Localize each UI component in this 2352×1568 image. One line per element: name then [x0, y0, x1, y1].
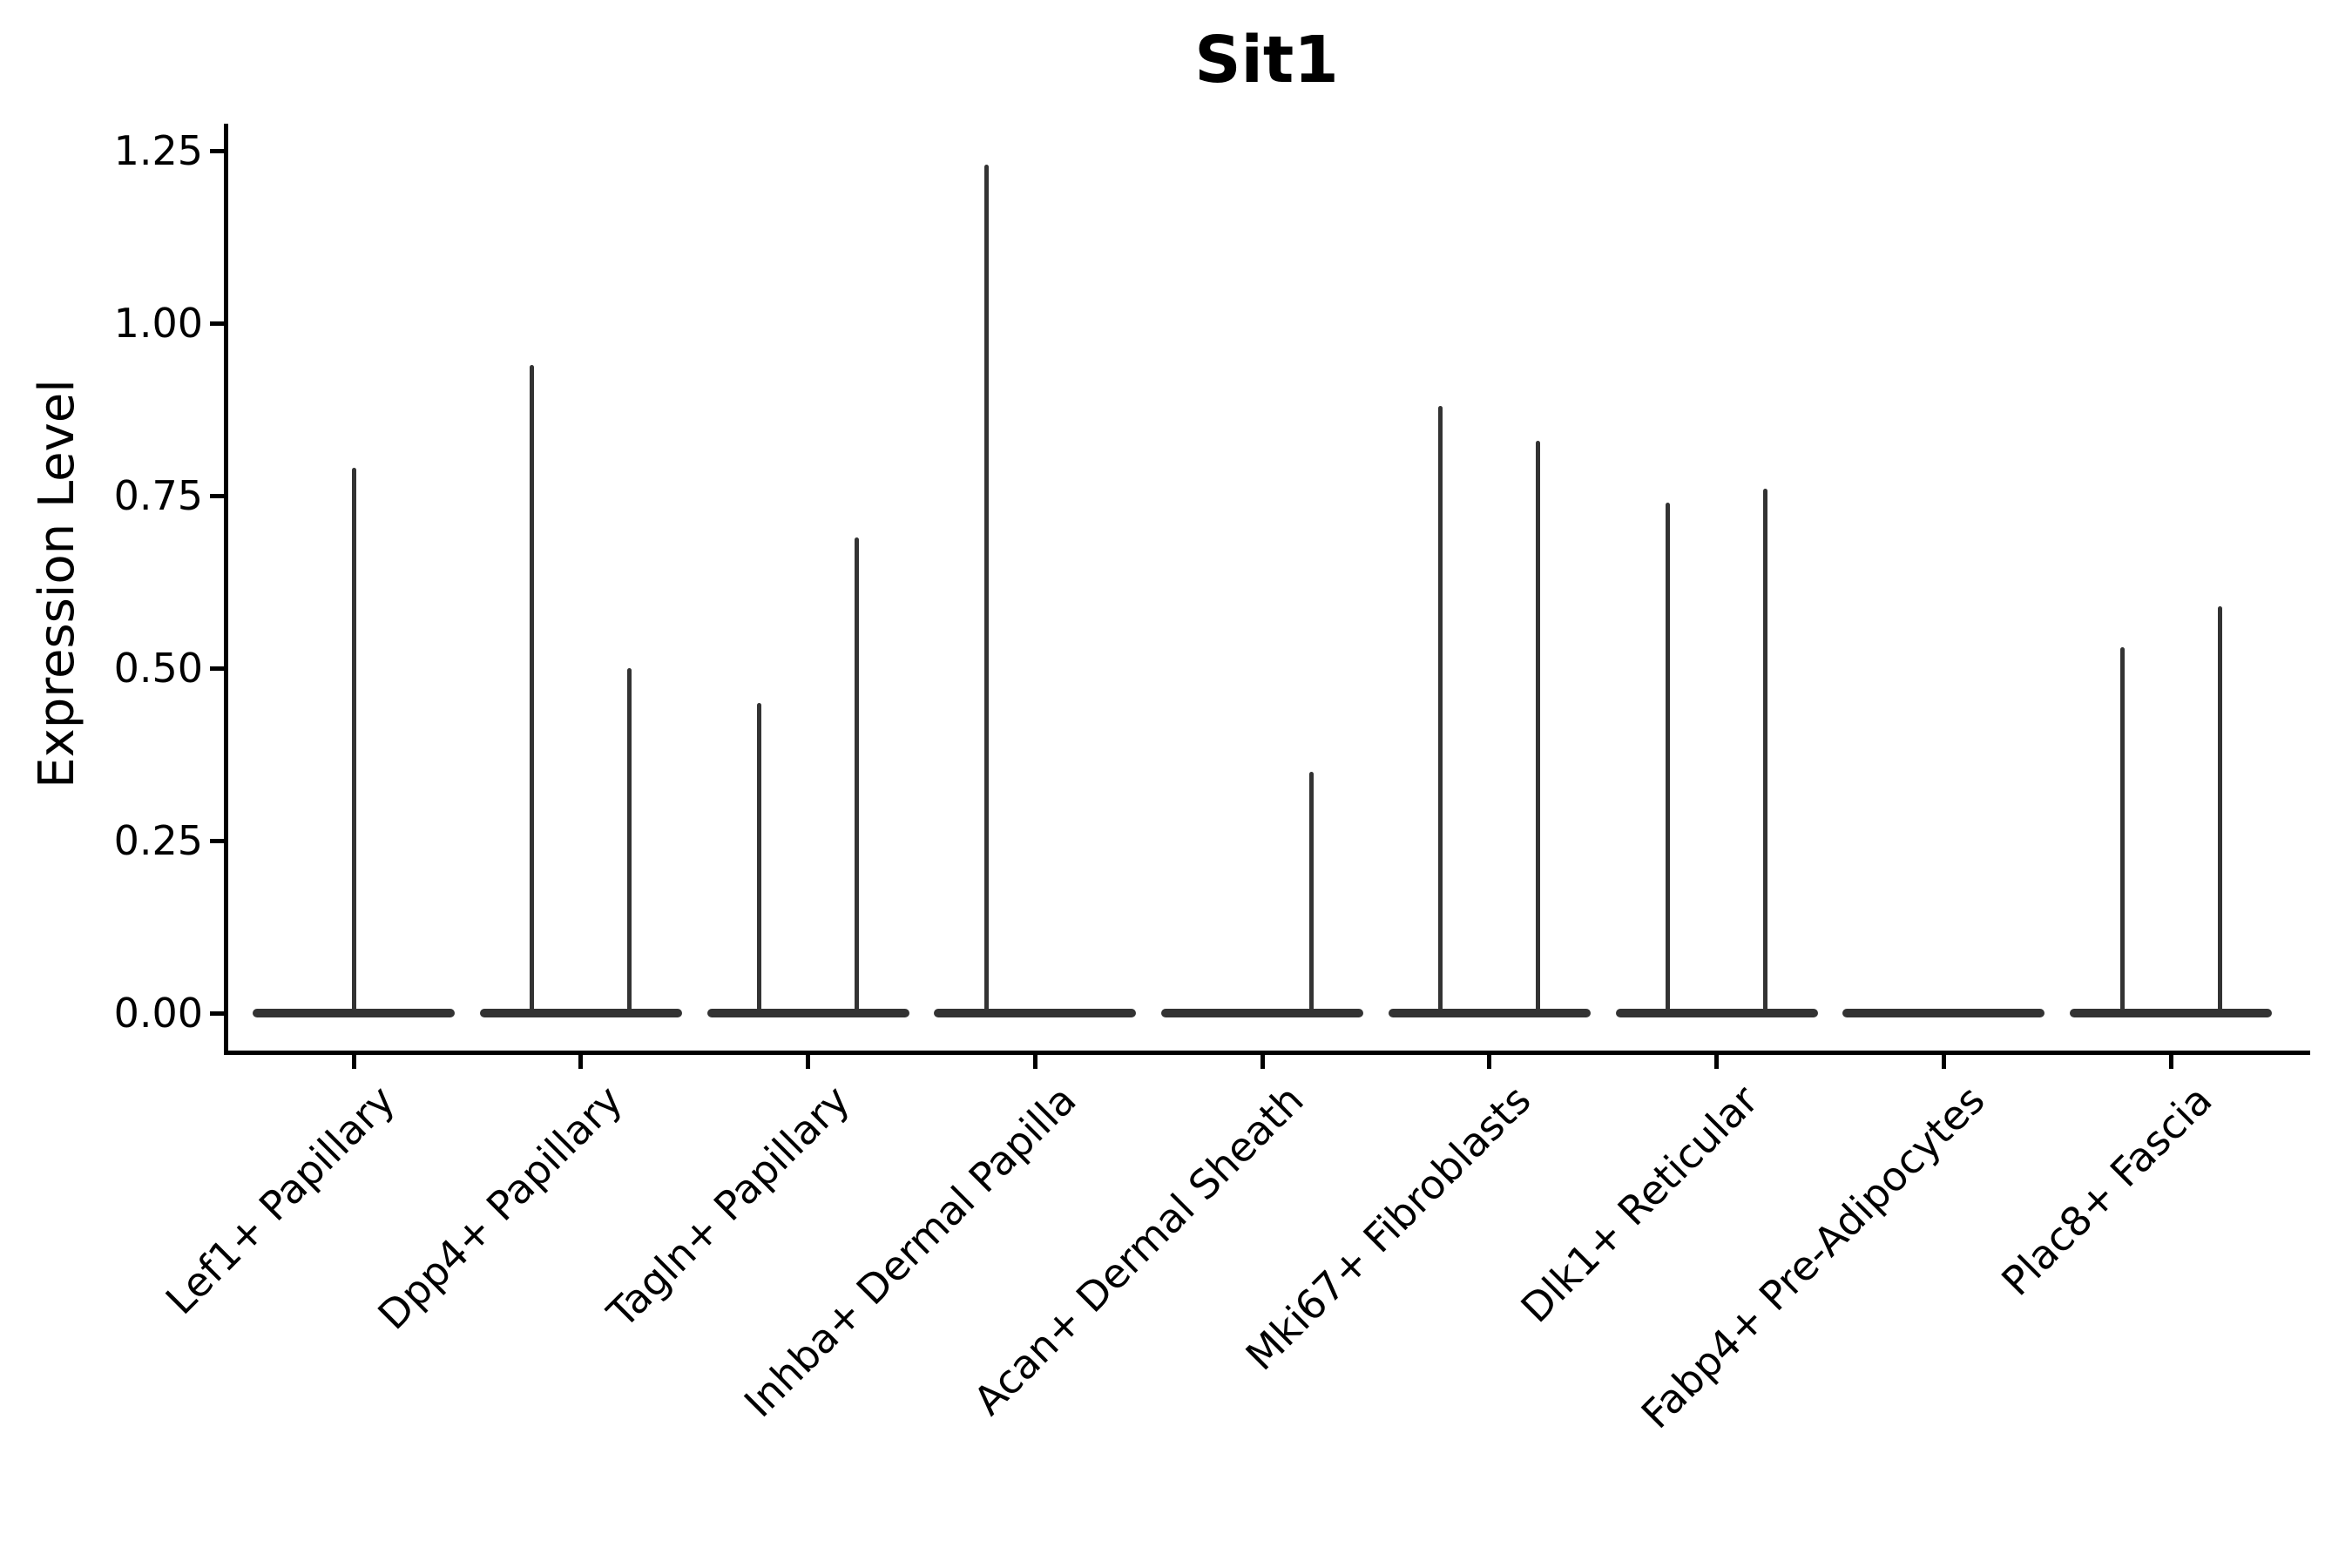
x-tick-mark [2168, 1055, 2173, 1069]
y-tick-label: 0.25 [113, 817, 203, 864]
x-tick-mark [578, 1055, 584, 1069]
violin-spike [627, 668, 632, 1017]
violin-base [706, 1009, 909, 1017]
x-tick-mark [806, 1055, 810, 1069]
violin-base [2070, 1009, 2272, 1017]
y-tick-label: 1.25 [113, 127, 203, 174]
violin-base [1842, 1009, 2045, 1017]
y-tick-mark [210, 148, 224, 153]
violin-base [1615, 1009, 1818, 1017]
y-tick-mark [210, 838, 224, 843]
violin-base [1388, 1009, 1591, 1017]
y-tick-label: 0.00 [113, 990, 203, 1037]
x-tick-mark [351, 1055, 356, 1069]
violin-spike [351, 468, 356, 1017]
x-axis-spine [224, 1051, 2310, 1055]
y-tick-mark [210, 666, 224, 671]
violin-spike [1536, 440, 1541, 1017]
violin-base [1161, 1009, 1363, 1017]
x-tick-mark [1032, 1055, 1037, 1069]
violin-base [934, 1009, 1137, 1017]
violin-spike [757, 702, 761, 1017]
violin-spike [855, 537, 859, 1017]
y-tick-label: 0.75 [113, 472, 203, 519]
violin-spike [1763, 489, 1767, 1017]
y-axis-spine [224, 124, 228, 1055]
y-tick-mark [210, 493, 224, 498]
x-tick-mark [1714, 1055, 1719, 1069]
violin-spike [983, 164, 989, 1017]
chart-title: Sit1 [1194, 23, 1339, 98]
y-tick-mark [210, 1010, 224, 1016]
y-tick-mark [210, 321, 224, 326]
x-tick-mark [1487, 1055, 1492, 1069]
violin-spike [1666, 502, 1670, 1017]
violin-base [479, 1009, 682, 1017]
x-tick-mark [1941, 1055, 1946, 1069]
y-tick-label: 0.50 [113, 645, 203, 692]
y-tick-label: 1.00 [113, 300, 203, 347]
violin-spike [530, 364, 535, 1017]
violin-spike [2119, 647, 2125, 1017]
y-axis-label: Expression Level [29, 379, 85, 788]
violin-spike [1308, 771, 1314, 1017]
violin-spike [1438, 406, 1443, 1017]
violin-spike [2217, 605, 2222, 1017]
x-tick-mark [1260, 1055, 1265, 1069]
